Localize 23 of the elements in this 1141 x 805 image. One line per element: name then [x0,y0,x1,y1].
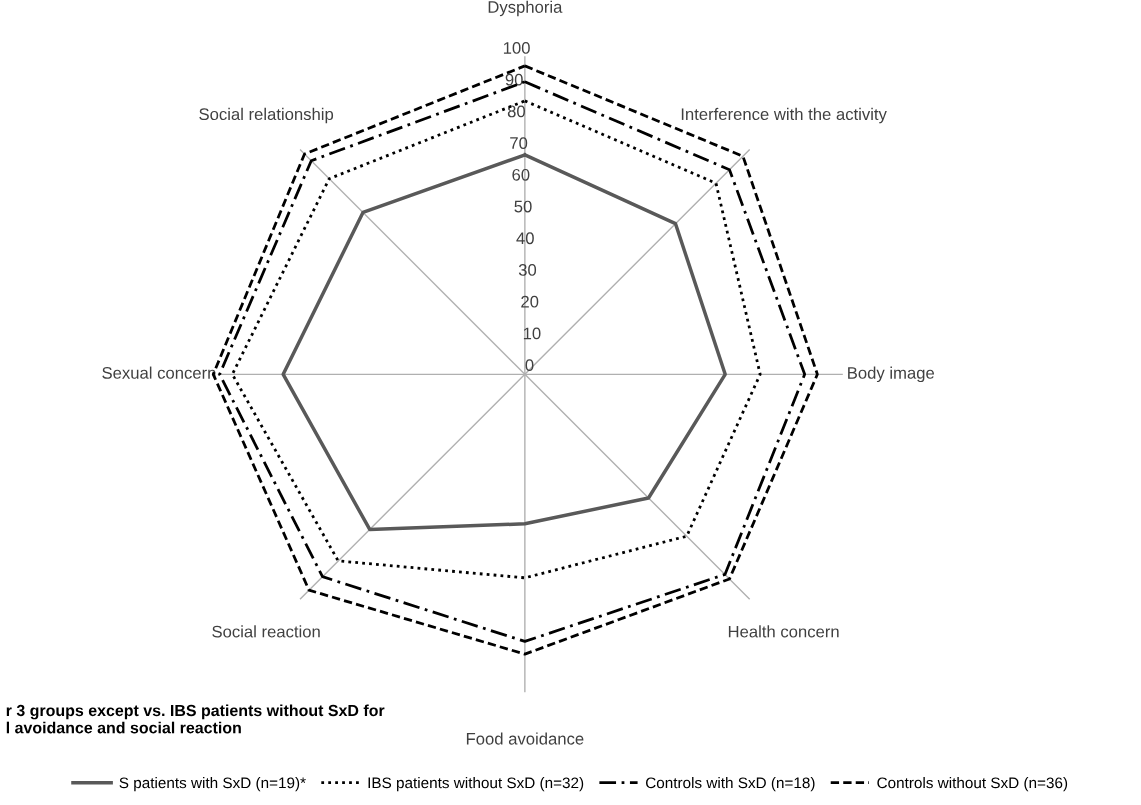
y-tick-label: 30 [518,264,537,276]
spoke-label: Food avoidance [466,732,584,745]
legend-label: Controls without SxD (n=36) [877,777,1068,792]
legend-label: S patients with SxD (n=19)* [119,777,306,792]
y-tick-label: 80 [507,105,525,118]
legend-label: Controls with SxD (n=18) [645,777,815,792]
legend-label: IBS patients without SxD (n=32) [368,777,584,792]
spoke-label: Interference with the activity [681,107,887,124]
text: r 3 groups except vs. IBS patients without SxD for l avoidance and social reaction [6,704,385,734]
spoke-label: Social relationship [199,107,334,124]
y-tick-label: 90 [505,73,523,86]
spoke-label: Body image [848,366,935,383]
spoke-label: Social reaction [212,625,320,638]
y-tick-label: 100 [503,42,530,54]
y-tick-label: 70 [510,137,528,149]
spoke-label: Health concern [728,625,839,638]
y-tick-label: 60 [512,168,530,181]
y-tick-label: 10 [523,327,541,340]
y-tick-label: 40 [516,232,534,245]
y-tick-label: 20 [521,295,539,308]
y-tick-label: 50 [514,200,532,213]
y-tick-label: 0 [525,359,534,372]
spoke-label: Dysphoria [488,0,563,17]
